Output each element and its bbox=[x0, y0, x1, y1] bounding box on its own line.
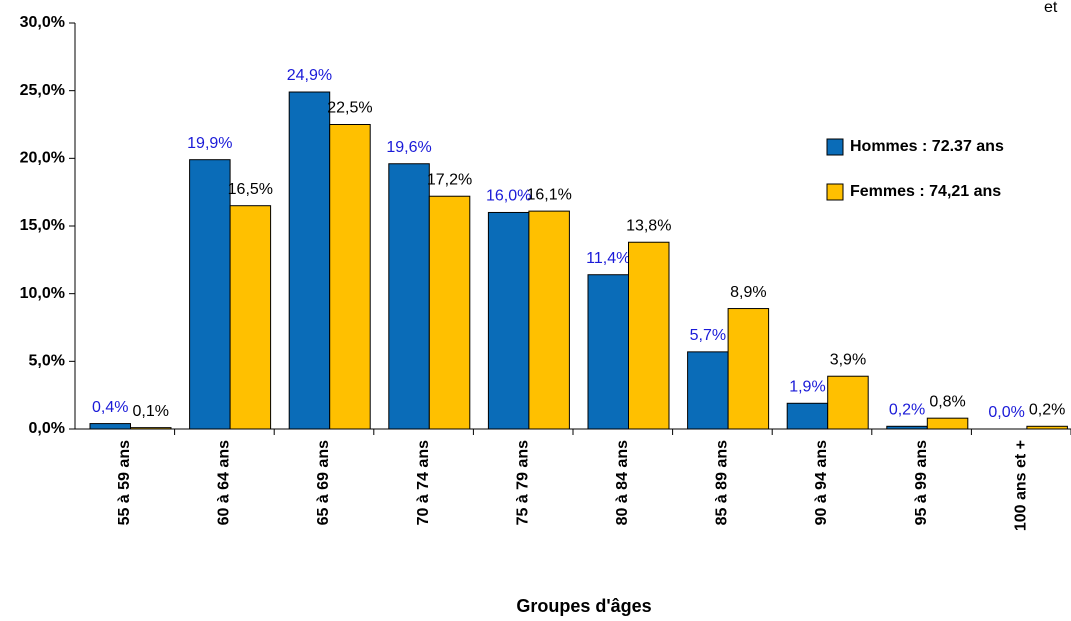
legend-swatch bbox=[826, 138, 844, 156]
bar bbox=[288, 91, 331, 430]
bar bbox=[528, 210, 570, 430]
value-label: 13,8% bbox=[626, 217, 671, 234]
bar bbox=[687, 351, 729, 430]
y-tick-label: 10,0% bbox=[20, 285, 65, 302]
bar bbox=[727, 308, 770, 430]
legend-label: Femmes : 74,21 ans bbox=[850, 183, 1001, 200]
value-label: 16,0% bbox=[486, 188, 531, 205]
value-label: 0,0% bbox=[988, 404, 1024, 421]
value-label: 19,9% bbox=[187, 135, 232, 152]
x-tick-label: 95 à 99 ans bbox=[913, 440, 930, 526]
value-label: 0,2% bbox=[889, 402, 925, 419]
bar bbox=[487, 211, 530, 430]
y-tick-label: 25,0% bbox=[20, 82, 65, 99]
x-tick-label: 90 à 94 ans bbox=[813, 440, 830, 526]
bar bbox=[189, 159, 231, 430]
value-label: 16,5% bbox=[228, 181, 273, 198]
value-label: 8,9% bbox=[730, 284, 766, 301]
value-label: 24,9% bbox=[287, 67, 332, 84]
bar bbox=[329, 124, 371, 430]
bar bbox=[428, 195, 471, 430]
x-tick-label: 80 à 84 ans bbox=[614, 440, 631, 526]
value-label: 16,1% bbox=[526, 186, 571, 203]
bar bbox=[926, 417, 969, 430]
y-tick-label: 20,0% bbox=[20, 150, 65, 167]
bar bbox=[229, 205, 272, 430]
legend-swatch bbox=[826, 183, 844, 201]
value-label: 0,1% bbox=[133, 403, 169, 420]
bar bbox=[827, 375, 869, 430]
x-tick-label: 100 ans et + bbox=[1012, 440, 1029, 531]
bar bbox=[388, 163, 430, 430]
bar bbox=[89, 423, 131, 430]
x-tick-label: 70 à 74 ans bbox=[415, 440, 432, 526]
value-label: 0,2% bbox=[1029, 402, 1065, 419]
value-label: 3,9% bbox=[830, 351, 866, 368]
value-label: 11,4% bbox=[586, 250, 630, 267]
x-tick-label: 55 à 59 ans bbox=[116, 440, 133, 526]
value-label: 17,2% bbox=[427, 171, 472, 188]
value-label: 1,9% bbox=[789, 379, 825, 396]
value-label: 19,6% bbox=[386, 139, 431, 156]
legend-label: Hommes : 72.37 ans bbox=[850, 138, 1004, 155]
x-tick-label: 65 à 69 ans bbox=[315, 440, 332, 526]
x-tick-label: 85 à 89 ans bbox=[714, 440, 731, 526]
bar bbox=[587, 274, 629, 430]
y-tick-label: 5,0% bbox=[29, 353, 65, 370]
y-tick-label: 0,0% bbox=[29, 420, 65, 437]
annotation: et bbox=[1044, 0, 1058, 16]
y-tick-label: 15,0% bbox=[20, 217, 65, 234]
value-label: 5,7% bbox=[690, 327, 726, 344]
value-label: 0,8% bbox=[929, 393, 965, 410]
x-axis-title: Groupes d'âges bbox=[516, 596, 651, 616]
x-tick-label: 60 à 64 ans bbox=[216, 440, 233, 526]
value-label: 22,5% bbox=[327, 100, 372, 117]
x-tick-label: 75 à 79 ans bbox=[514, 440, 531, 526]
y-tick-label: 30,0% bbox=[20, 14, 65, 31]
bar bbox=[786, 402, 829, 430]
value-label: 0,4% bbox=[92, 399, 128, 416]
bar bbox=[628, 241, 670, 430]
